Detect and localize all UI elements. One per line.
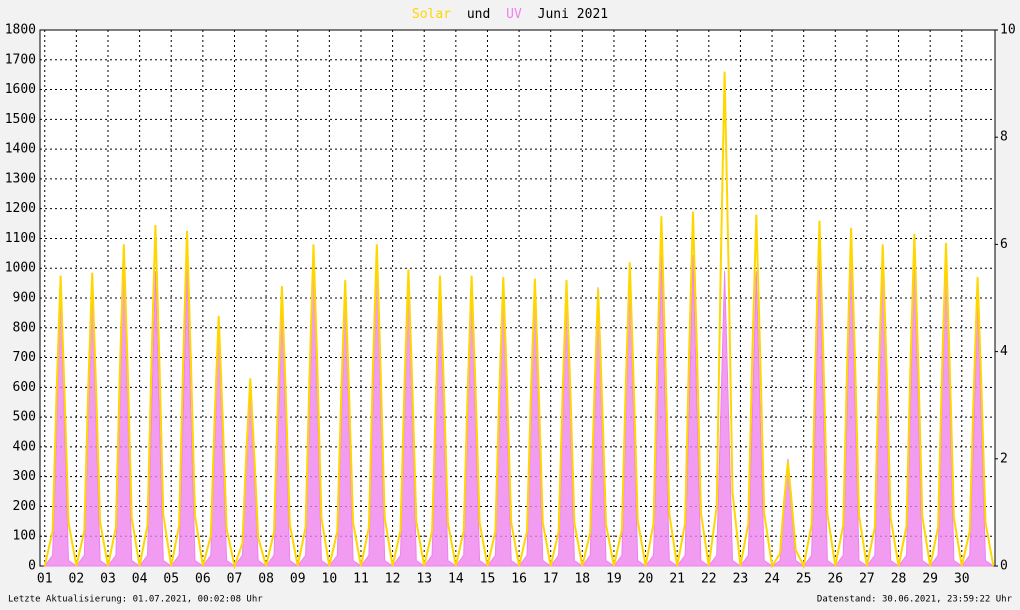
y-tick-label: 1100: [5, 231, 36, 246]
x-tick-label: 03: [100, 572, 116, 587]
y2-tick-label: 2: [1000, 451, 1008, 466]
x-tick-label: 30: [954, 572, 970, 587]
x-tick-label: 17: [543, 572, 559, 587]
chart-title: Solar und UV Juni 2021: [412, 7, 608, 22]
x-tick-label: 08: [258, 572, 274, 587]
y-tick-label: 1600: [5, 82, 36, 97]
x-tick-label: 25: [796, 572, 812, 587]
x-tick-label: 04: [132, 572, 148, 587]
x-tick-label: 11: [353, 572, 369, 587]
x-tick-label: 21: [669, 572, 685, 587]
solar-line: [43, 71, 995, 570]
y-tick-label: 1800: [5, 23, 36, 38]
y-tick-label: 0: [28, 559, 36, 574]
y-tick-label: 900: [13, 291, 36, 306]
x-tick-label: 27: [859, 572, 875, 587]
x-tick-label: 23: [733, 572, 749, 587]
x-tick-label: 09: [290, 572, 306, 587]
x-tick-label: 05: [163, 572, 179, 587]
x-tick-label: 14: [448, 572, 464, 587]
y-tick-label: 1400: [5, 142, 36, 157]
x-tick-label: 01: [37, 572, 53, 587]
x-tick-label: 29: [922, 572, 938, 587]
x-tick-label: 22: [701, 572, 717, 587]
y-tick-label: 1000: [5, 261, 36, 276]
x-tick-label: 15: [480, 572, 496, 587]
x-tick-label: 13: [416, 572, 432, 587]
x-tick-label: 06: [195, 572, 211, 587]
x-tick-label: 26: [827, 572, 843, 587]
x-tick-label: 02: [69, 572, 85, 587]
x-tick-label: 07: [227, 572, 243, 587]
x-tick-label: 16: [511, 572, 527, 587]
y-tick-label: 1500: [5, 112, 36, 127]
y2-tick-label: 8: [1000, 130, 1008, 145]
footer-left: Letzte Aktualisierung: 01.07.2021, 00:02…: [8, 595, 263, 605]
x-tick-label: 12: [385, 572, 401, 587]
footer-right: Datenstand: 30.06.2021, 23:59:22 Uhr: [817, 595, 1013, 605]
y2-tick-label: 6: [1000, 237, 1008, 252]
x-tick-label: 24: [764, 572, 780, 587]
y2-tick-label: 0: [1000, 559, 1008, 574]
y-tick-label: 200: [13, 499, 36, 514]
y-tick-label: 700: [13, 350, 36, 365]
y2-tick-label: 4: [1000, 344, 1008, 359]
title-connector: und: [467, 7, 490, 22]
title-uv: UV: [506, 7, 522, 22]
x-tick-label: 18: [574, 572, 590, 587]
y-tick-label: 400: [13, 439, 36, 454]
y-tick-label: 1700: [5, 52, 36, 67]
y-tick-label: 600: [13, 380, 36, 395]
y-tick-label: 1200: [5, 201, 36, 216]
y-tick-label: 800: [13, 320, 36, 335]
x-tick-label: 20: [638, 572, 654, 587]
x-tick-label: 10: [322, 572, 338, 587]
title-month: Juni 2021: [538, 7, 608, 22]
y2-tick-label: 10: [1000, 23, 1016, 38]
x-tick-label: 28: [891, 572, 907, 587]
y-tick-label: 100: [13, 529, 36, 544]
x-tick-label: 19: [606, 572, 622, 587]
title-solar: Solar: [412, 7, 451, 22]
y-tick-label: 1300: [5, 171, 36, 186]
y-tick-label: 500: [13, 410, 36, 425]
y-tick-label: 300: [13, 469, 36, 484]
